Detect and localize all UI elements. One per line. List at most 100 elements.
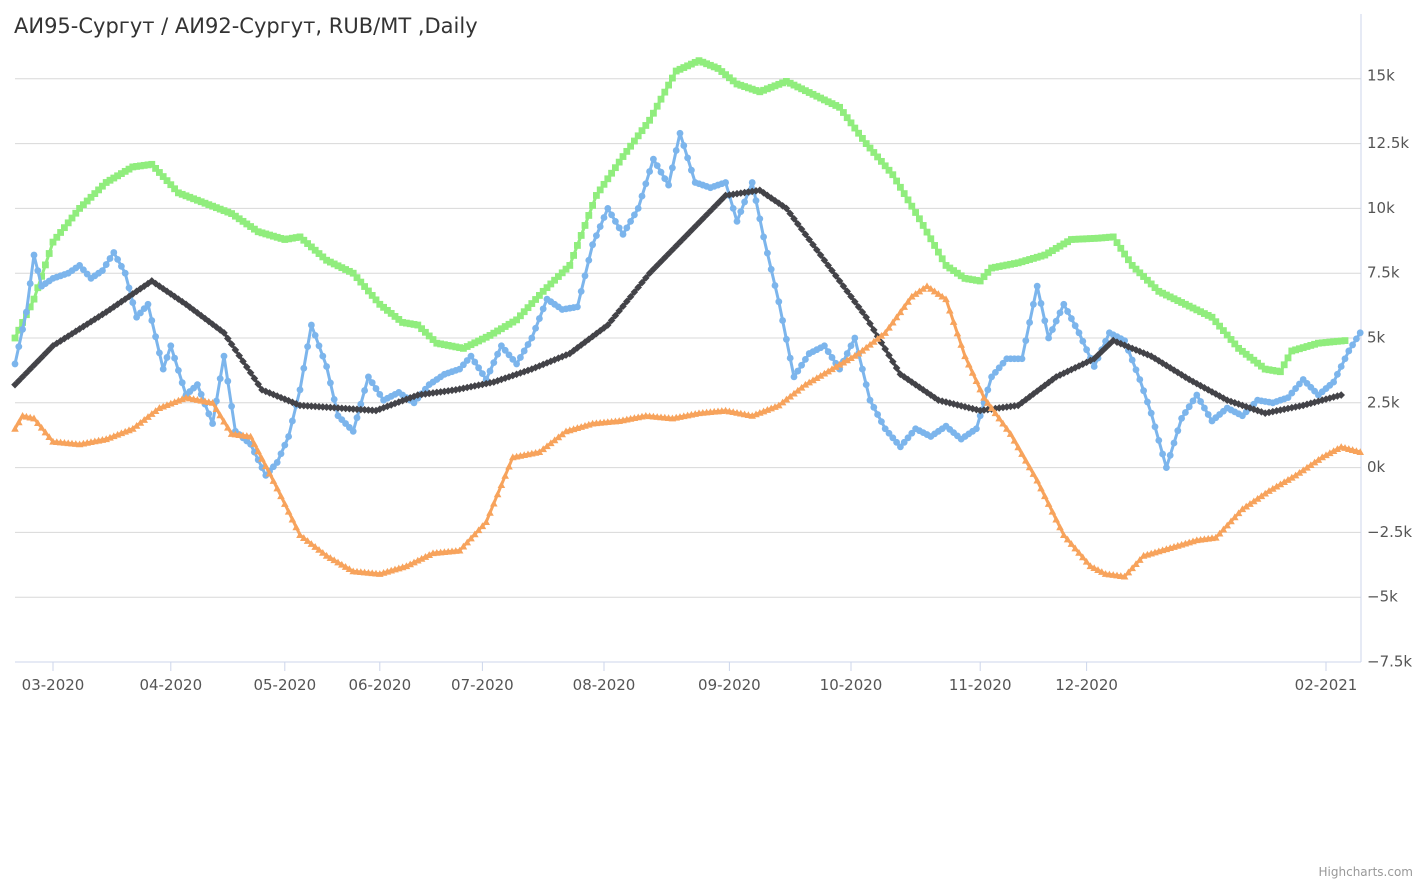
data-point[interactable] bbox=[1231, 513, 1239, 521]
data-point[interactable] bbox=[224, 423, 232, 431]
data-point[interactable] bbox=[11, 334, 19, 342]
data-point[interactable] bbox=[26, 303, 34, 311]
data-point[interactable] bbox=[1322, 451, 1330, 459]
data-point[interactable] bbox=[972, 377, 981, 385]
data-point[interactable] bbox=[505, 351, 513, 359]
data-point[interactable] bbox=[220, 352, 228, 360]
data-point[interactable] bbox=[1033, 476, 1041, 484]
data-point[interactable] bbox=[813, 374, 821, 381]
data-point[interactable] bbox=[368, 292, 376, 299]
data-point[interactable] bbox=[832, 363, 840, 370]
data-point[interactable] bbox=[23, 308, 30, 316]
data-point[interactable] bbox=[904, 297, 912, 305]
data-point[interactable] bbox=[992, 368, 999, 376]
data-point[interactable] bbox=[30, 414, 38, 422]
data-point[interactable] bbox=[417, 390, 426, 399]
data-point[interactable] bbox=[627, 142, 634, 150]
data-point[interactable] bbox=[600, 214, 608, 221]
data-point[interactable] bbox=[847, 292, 855, 301]
data-point[interactable] bbox=[243, 220, 251, 228]
data-point[interactable] bbox=[376, 405, 384, 413]
data-point[interactable] bbox=[357, 278, 365, 286]
data-point[interactable] bbox=[828, 354, 836, 361]
data-point[interactable] bbox=[669, 74, 676, 82]
data-point[interactable] bbox=[95, 186, 102, 194]
data-point[interactable] bbox=[1334, 370, 1341, 378]
data-point[interactable] bbox=[836, 103, 843, 111]
data-point[interactable] bbox=[942, 295, 950, 303]
data-point[interactable] bbox=[1318, 339, 1326, 347]
data-point[interactable] bbox=[213, 204, 220, 212]
data-point[interactable] bbox=[1265, 366, 1273, 374]
data-point[interactable] bbox=[38, 272, 45, 280]
data-point[interactable] bbox=[308, 243, 315, 251]
data-point[interactable] bbox=[1265, 487, 1273, 494]
data-point[interactable] bbox=[1144, 398, 1151, 406]
data-point[interactable] bbox=[638, 127, 646, 135]
data-point[interactable] bbox=[626, 292, 635, 301]
data-point[interactable] bbox=[866, 340, 874, 348]
data-point[interactable] bbox=[1330, 378, 1337, 386]
data-point[interactable] bbox=[672, 147, 680, 154]
data-point[interactable] bbox=[159, 365, 167, 373]
data-point[interactable] bbox=[547, 439, 555, 447]
data-point[interactable] bbox=[786, 79, 794, 87]
data-point[interactable] bbox=[410, 558, 418, 566]
data-point[interactable] bbox=[741, 198, 748, 206]
data-point[interactable] bbox=[395, 316, 403, 323]
data-point[interactable] bbox=[277, 492, 285, 500]
data-point[interactable] bbox=[566, 262, 574, 269]
data-point[interactable] bbox=[794, 83, 802, 91]
data-point[interactable] bbox=[1063, 535, 1072, 543]
data-point[interactable] bbox=[247, 223, 254, 230]
data-point[interactable] bbox=[1037, 300, 1045, 307]
data-point[interactable] bbox=[741, 83, 748, 90]
data-point[interactable] bbox=[1124, 568, 1133, 576]
data-point[interactable] bbox=[957, 272, 965, 280]
data-point[interactable] bbox=[1177, 371, 1186, 379]
data-point[interactable] bbox=[805, 89, 813, 96]
data-point[interactable] bbox=[790, 373, 798, 381]
data-point[interactable] bbox=[212, 323, 221, 331]
data-point[interactable] bbox=[688, 166, 695, 174]
data-point[interactable] bbox=[289, 234, 296, 242]
data-point[interactable] bbox=[874, 411, 881, 418]
data-point[interactable] bbox=[1030, 254, 1037, 262]
data-point[interactable] bbox=[121, 167, 129, 175]
data-point[interactable] bbox=[364, 406, 373, 414]
data-point[interactable] bbox=[311, 332, 319, 339]
data-point[interactable] bbox=[80, 201, 87, 209]
data-point[interactable] bbox=[303, 537, 312, 544]
data-point[interactable] bbox=[897, 183, 904, 191]
data-point[interactable] bbox=[517, 312, 524, 320]
data-point[interactable] bbox=[893, 438, 900, 446]
data-point[interactable] bbox=[608, 169, 615, 177]
data-point[interactable] bbox=[843, 356, 851, 364]
data-point[interactable] bbox=[1041, 251, 1049, 259]
data-point[interactable] bbox=[421, 553, 430, 560]
data-point[interactable] bbox=[1079, 553, 1087, 561]
data-point[interactable] bbox=[327, 258, 334, 266]
data-point[interactable] bbox=[1197, 308, 1204, 316]
data-point[interactable] bbox=[596, 223, 604, 230]
data-point[interactable] bbox=[338, 560, 346, 568]
data-point[interactable] bbox=[194, 196, 201, 204]
data-point[interactable] bbox=[281, 441, 289, 449]
data-point[interactable] bbox=[1094, 234, 1102, 242]
data-point[interactable] bbox=[980, 273, 988, 281]
data-point[interactable] bbox=[1052, 373, 1060, 381]
data-point[interactable] bbox=[61, 224, 68, 232]
data-point[interactable] bbox=[1060, 531, 1068, 538]
data-point[interactable] bbox=[422, 328, 429, 336]
data-point[interactable] bbox=[307, 540, 316, 547]
data-point[interactable] bbox=[1280, 478, 1288, 486]
data-point[interactable] bbox=[851, 297, 859, 306]
data-point[interactable] bbox=[737, 208, 745, 216]
data-point[interactable] bbox=[634, 205, 642, 212]
data-point[interactable] bbox=[699, 58, 707, 66]
data-point[interactable] bbox=[1193, 391, 1201, 399]
data-point[interactable] bbox=[265, 469, 274, 477]
data-point[interactable] bbox=[703, 60, 710, 68]
data-point[interactable] bbox=[18, 373, 27, 381]
data-point[interactable] bbox=[220, 417, 228, 425]
